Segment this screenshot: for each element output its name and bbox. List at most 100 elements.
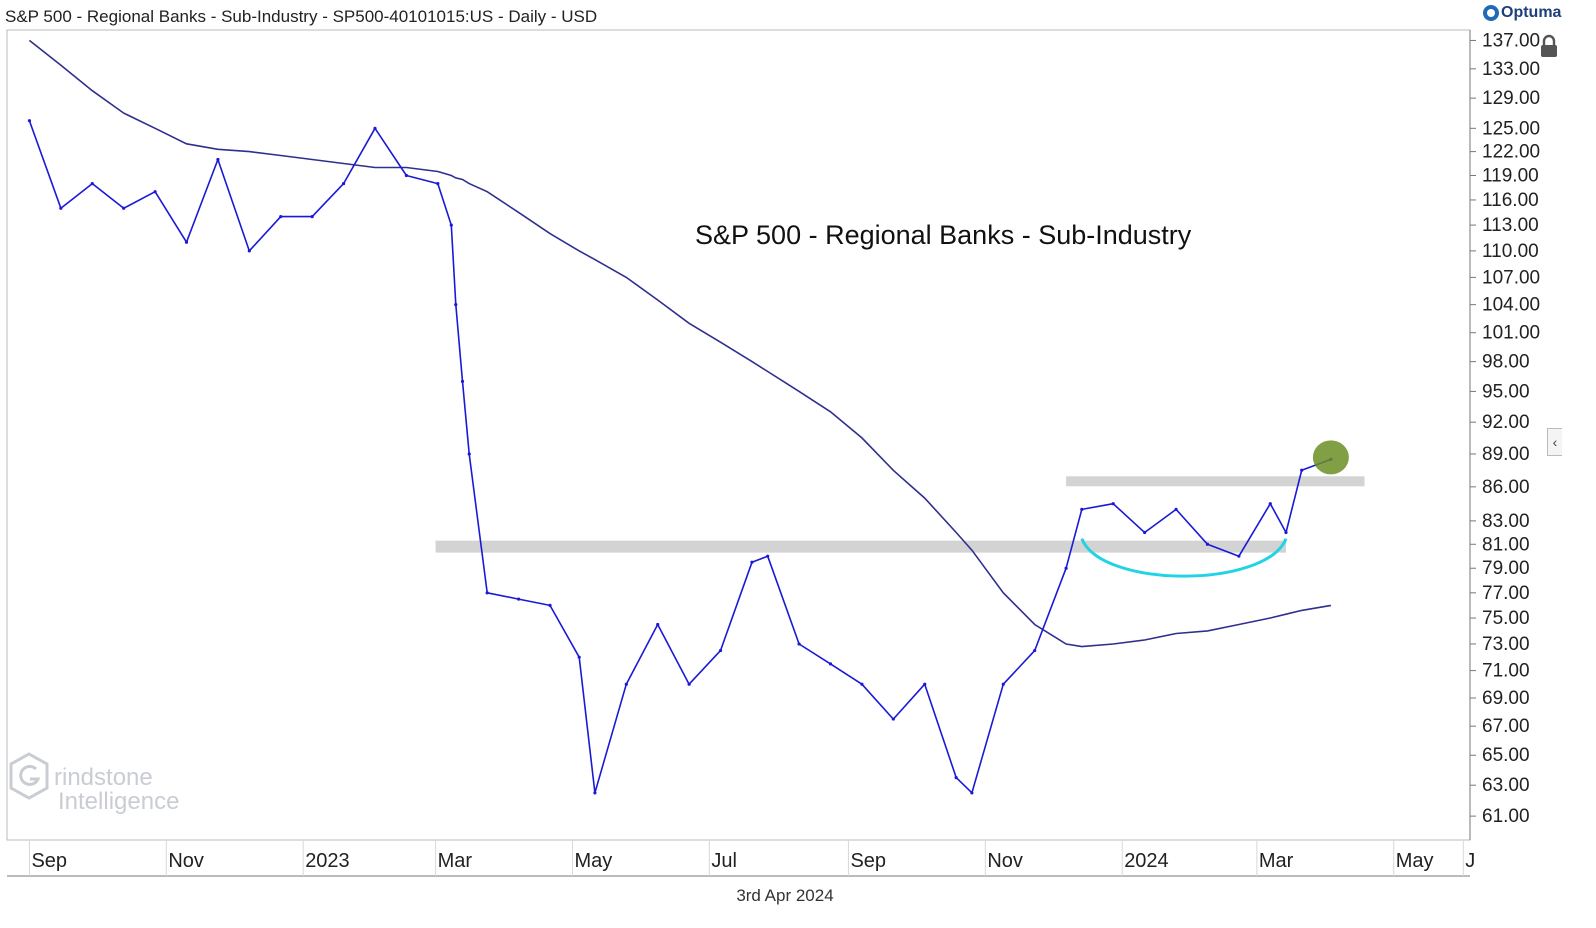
rounding-bottom-arc [1080, 538, 1288, 578]
y-tick-label: 79.00 [1482, 558, 1530, 579]
y-tick-label: 119.00 [1482, 165, 1539, 186]
plot-frame [6, 29, 1471, 841]
moving-average-line [28, 39, 1332, 648]
price-point [750, 560, 754, 564]
chevron-left-icon: ‹ [1552, 434, 1558, 450]
price-point [687, 682, 691, 686]
y-tick-label: 116.00 [1482, 190, 1539, 211]
price-point [485, 591, 489, 595]
price-point [797, 642, 801, 646]
logo-text: Optuma [1501, 4, 1562, 21]
resistance-band-upper [1066, 476, 1365, 487]
y-tick-label: 67.00 [1482, 716, 1530, 737]
price-point [184, 240, 189, 244]
price-point [122, 206, 126, 210]
breakout-highlight [1312, 440, 1349, 475]
y-tick-label: 89.00 [1482, 444, 1530, 465]
x-tick-label: Nov [987, 850, 1023, 872]
plot-border [6, 29, 1471, 841]
price-point [1111, 502, 1115, 506]
y-tick-label: 71.00 [1482, 661, 1530, 682]
watermark-line-1: rindstone [54, 764, 153, 791]
price-point [90, 181, 94, 186]
y-tick-label: 65.00 [1482, 745, 1530, 766]
lock-icon[interactable] [1538, 33, 1560, 59]
y-tick-label: 101.00 [1482, 323, 1540, 344]
price-point [1001, 682, 1005, 686]
y-tick-label: 63.00 [1482, 775, 1530, 796]
y-tick-label: 137.00 [1482, 30, 1540, 51]
price-point [436, 181, 440, 186]
price-point [891, 717, 895, 721]
annotation-layer [435, 476, 1365, 578]
watermark-line-2: Intelligence [58, 788, 180, 815]
x-tick-label: Jul [711, 850, 737, 872]
price-point [593, 791, 597, 795]
price-point [1143, 530, 1147, 535]
price-point [247, 249, 251, 253]
price-point [766, 554, 770, 558]
y-tick-label: 92.00 [1482, 412, 1530, 433]
y-tick-label: 110.00 [1482, 241, 1539, 262]
resistance-band-lower [435, 540, 1287, 553]
x-tick-label: 2024 [1124, 850, 1169, 872]
y-tick-label: 75.00 [1482, 608, 1530, 629]
y-tick-label: 129.00 [1482, 88, 1540, 109]
price-point [310, 215, 314, 219]
current-date-label: 3rd Apr 2024 [736, 886, 834, 905]
price-point [970, 791, 974, 795]
price-point [341, 181, 346, 186]
price-point [454, 303, 458, 307]
price-point [449, 223, 453, 227]
y-tick-label: 77.00 [1482, 583, 1530, 604]
price-point [718, 648, 723, 653]
price-point [624, 682, 628, 686]
price-point [860, 682, 864, 686]
price-point [577, 655, 581, 659]
price-point [1205, 542, 1210, 546]
price-point [923, 682, 927, 686]
price-point [1284, 530, 1288, 535]
y-tick-label: 86.00 [1482, 477, 1530, 498]
y-tick-label: 104.00 [1482, 295, 1540, 316]
price-point [954, 776, 958, 780]
price-point [467, 452, 471, 456]
y-tick-label: 81.00 [1482, 534, 1530, 555]
price-point [460, 379, 465, 383]
y-tick-label: 125.00 [1482, 118, 1540, 139]
x-tick-label: Mar [438, 850, 473, 872]
price-point [1033, 648, 1037, 653]
price-point [404, 173, 409, 178]
optuma-logo-icon [1483, 5, 1499, 21]
price-point [279, 215, 283, 219]
y-tick-label: 122.00 [1482, 142, 1540, 163]
optuma-logo[interactable]: Optuma [1483, 4, 1561, 22]
collapse-panel-button[interactable]: ‹ [1547, 428, 1562, 456]
price-point [59, 206, 63, 210]
price-point [1174, 507, 1178, 512]
x-tick-label: 2023 [305, 850, 350, 872]
x-tick-label: Sep [31, 850, 67, 872]
price-point [1237, 554, 1241, 558]
y-tick-label: 73.00 [1482, 634, 1530, 655]
x-tick-label: May [1396, 850, 1434, 872]
x-tick-label: Nov [168, 850, 204, 872]
grindstone-logo-icon [9, 752, 49, 800]
chart-title: S&P 500 - Regional Banks - Sub-Industry [695, 220, 1192, 250]
y-tick-label: 133.00 [1482, 59, 1540, 80]
price-point [373, 126, 377, 130]
x-tick-label: Sep [850, 850, 886, 872]
x-tick-label: Mar [1259, 850, 1294, 872]
price-point [656, 622, 660, 627]
price-point [216, 157, 220, 162]
price-point [1080, 507, 1084, 512]
y-tick-label: 113.00 [1482, 215, 1539, 236]
y-tick-label: 98.00 [1482, 352, 1530, 373]
price-point [1300, 468, 1304, 472]
price-point [1268, 502, 1272, 506]
price-point [828, 662, 833, 666]
price-point [548, 603, 552, 607]
series-layer [27, 39, 1349, 795]
